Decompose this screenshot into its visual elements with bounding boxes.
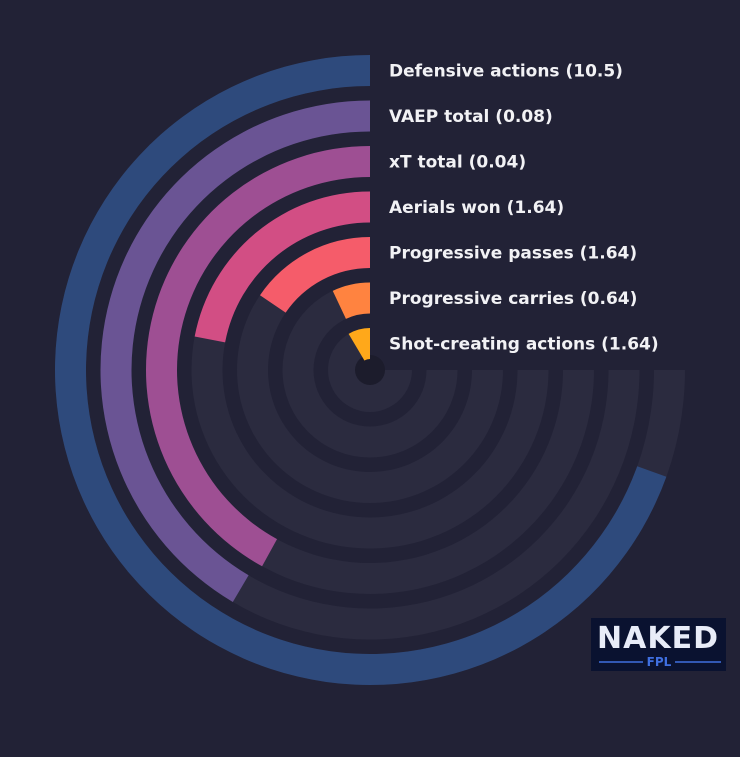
bar-label: Aerials won (1.64) xyxy=(389,198,564,218)
bar-track xyxy=(328,328,412,412)
radial-bar-xt-total xyxy=(145,146,370,567)
radial-bar-progressive-carries xyxy=(332,282,370,319)
naked-fpl-logo: NAKED FPL xyxy=(591,618,726,671)
bar-label: xT total (0.04) xyxy=(389,153,526,173)
logo-subtitle: FPL xyxy=(647,655,672,669)
radial-bar-aerials-won xyxy=(194,191,370,343)
track-group xyxy=(55,55,685,685)
center-hub xyxy=(355,355,385,385)
bar-label: Progressive carries (0.64) xyxy=(389,289,637,309)
radial-bar-shot-creating-actions xyxy=(348,328,370,361)
bar-label: Shot-creating actions (1.64) xyxy=(389,335,659,355)
bar-label: Defensive actions (10.5) xyxy=(389,62,623,82)
radial-bar-progressive-passes xyxy=(259,237,370,313)
bar-group xyxy=(55,55,667,686)
radial-bar-vaep-total xyxy=(100,100,370,602)
label-group: Defensive actions (10.5) VAEP total (0.08… xyxy=(389,62,659,355)
bar-track xyxy=(282,282,458,458)
bar-label: Progressive passes (1.64) xyxy=(389,244,637,264)
bar-label: VAEP total (0.08) xyxy=(389,107,553,127)
logo-wordmark: NAKED xyxy=(597,621,719,656)
